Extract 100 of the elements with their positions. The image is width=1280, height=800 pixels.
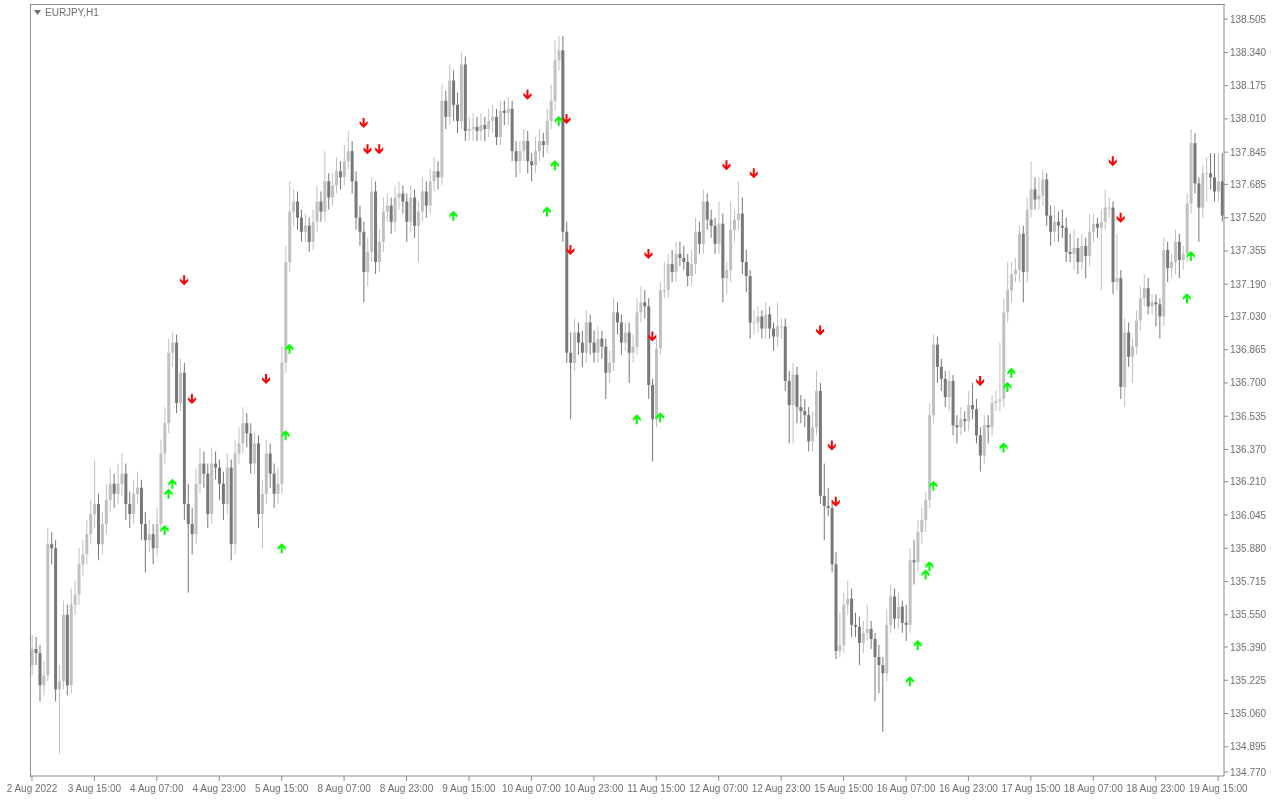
candlestick (1013, 257, 1017, 283)
point (554, 115, 563, 126)
candlestick (1181, 245, 1185, 271)
candlestick (335, 156, 339, 194)
x-tick-label: 4 Aug 23:00 (192, 783, 247, 794)
candlestick (978, 426, 982, 473)
x-tick-label: 10 Aug 23:00 (564, 783, 624, 794)
candlestick (912, 539, 916, 586)
candlestick (385, 192, 389, 223)
candlestick (112, 473, 116, 509)
candlestick (963, 410, 967, 432)
candlestick (444, 90, 448, 130)
candlestick (1131, 338, 1135, 384)
point (262, 373, 271, 384)
candlestick (479, 112, 483, 142)
x-tick-label: 10 Aug 07:00 (501, 783, 562, 794)
candlestick (576, 321, 580, 356)
point (180, 275, 189, 286)
candlestick (471, 112, 475, 142)
candlestick (1150, 293, 1154, 315)
candlestick (1010, 261, 1014, 303)
candlestick (1080, 233, 1084, 271)
candlestick (682, 245, 686, 271)
point (566, 244, 575, 255)
candlestick (1107, 197, 1111, 219)
candlestick (1115, 233, 1119, 291)
candlestick (959, 406, 963, 436)
point (543, 206, 552, 217)
candlestick (1076, 237, 1080, 275)
candlestick (299, 209, 303, 243)
candlestick (331, 172, 335, 207)
candlestick (108, 467, 112, 513)
candlestick (736, 180, 740, 231)
candlestick (221, 471, 225, 521)
candlestick (303, 213, 307, 243)
x-tick-label: 2 Aug 2022 (6, 783, 58, 794)
candlestick (627, 321, 631, 384)
x-tick-label: 9 Aug 15:00 (442, 783, 497, 794)
candlestick (307, 217, 311, 253)
y-tick-label: 135.715 (1230, 576, 1267, 588)
point (1003, 381, 1012, 392)
candlestick (1037, 176, 1041, 211)
y-tick-label: 136.535 (1230, 410, 1267, 422)
candlestick (779, 317, 783, 340)
candlestick (939, 358, 943, 392)
point (1186, 250, 1195, 261)
candlestick (50, 531, 54, 565)
candlestick (904, 604, 908, 642)
candlestick (416, 201, 420, 263)
point (827, 440, 836, 451)
candlestick (1033, 176, 1037, 211)
candlestick (580, 330, 584, 368)
candlestick (865, 604, 869, 642)
point (550, 160, 559, 171)
point (160, 525, 169, 536)
y-tick-label: 138.340 (1230, 46, 1267, 58)
candlestick (986, 414, 990, 444)
candlestick (475, 116, 479, 142)
candlestick (643, 289, 647, 319)
candlestick (811, 410, 815, 452)
candlestick (136, 471, 140, 505)
x-tick-label: 17 Aug 15:00 (1001, 783, 1061, 794)
candlestick (733, 209, 737, 243)
point (285, 343, 294, 354)
x-tick-label: 3 Aug 15:00 (67, 783, 122, 794)
candlestick (327, 172, 331, 211)
x-tick-label: 11 Aug 15:00 (627, 783, 686, 794)
candlestick (1041, 168, 1045, 207)
y-tick-label: 136.210 (1230, 476, 1267, 488)
candlestick (93, 459, 97, 529)
point (644, 248, 653, 259)
candlestick (971, 382, 975, 420)
candlestick (596, 326, 600, 364)
point (749, 168, 758, 179)
point (164, 488, 173, 499)
y-tick-label: 137.190 (1230, 278, 1267, 290)
candlestick (772, 321, 776, 352)
candlestick (1072, 229, 1076, 271)
y-tick-label: 135.550 (1230, 609, 1267, 621)
point (976, 375, 985, 386)
candlestick (690, 249, 694, 287)
y-tick-label: 136.865 (1230, 344, 1267, 356)
candlestick (947, 370, 951, 412)
candlestick (615, 301, 619, 336)
candlestick (686, 253, 690, 287)
point (831, 496, 840, 507)
x-tick-label: 12 Aug 23:00 (751, 783, 812, 794)
candlestick (366, 237, 370, 287)
y-tick-label: 135.390 (1230, 641, 1267, 653)
y-tick-label: 135.880 (1230, 542, 1267, 554)
candlestick (436, 160, 440, 190)
candlestick (717, 201, 721, 255)
candlestick (619, 313, 623, 356)
candlestick (967, 390, 971, 432)
candlestick (190, 507, 194, 555)
candlestick (1142, 273, 1146, 307)
x-tick-label: 8 Aug 07:00 (317, 783, 372, 794)
x-tick-label: 19 Aug 15:00 (1188, 783, 1249, 794)
point (999, 442, 1008, 453)
point (562, 113, 571, 124)
